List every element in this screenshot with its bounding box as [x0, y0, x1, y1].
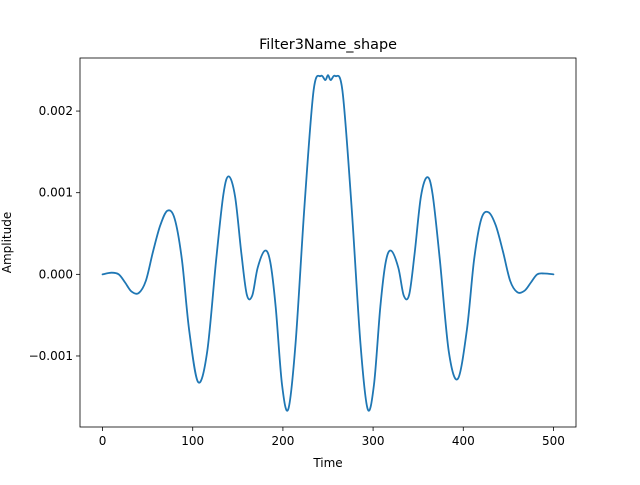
- x-tick-label: 400: [452, 434, 475, 448]
- y-tick-label: 0.000: [39, 267, 73, 281]
- y-axis: −0.001 0.000 0.001 0.002: [29, 104, 80, 363]
- plot-area: [101, 74, 555, 412]
- x-tick-label: 500: [542, 434, 565, 448]
- x-tick-label: 100: [181, 434, 204, 448]
- y-tick-label: −0.001: [29, 349, 73, 363]
- y-tick-label: 0.001: [39, 186, 73, 200]
- series-line-0: [101, 74, 555, 412]
- x-tick-label: 200: [271, 434, 294, 448]
- y-tick-label: 0.002: [39, 104, 73, 118]
- y-axis-label: Amplitude: [0, 212, 14, 274]
- axes-frame: [79, 57, 577, 428]
- x-axis-label: Time: [312, 456, 342, 470]
- x-tick-label: 300: [362, 434, 385, 448]
- x-axis: 0 100 200 300 400 500: [99, 427, 565, 448]
- chart-title: Filter3Name_shape: [259, 37, 397, 53]
- x-tick-label: 0: [99, 434, 107, 448]
